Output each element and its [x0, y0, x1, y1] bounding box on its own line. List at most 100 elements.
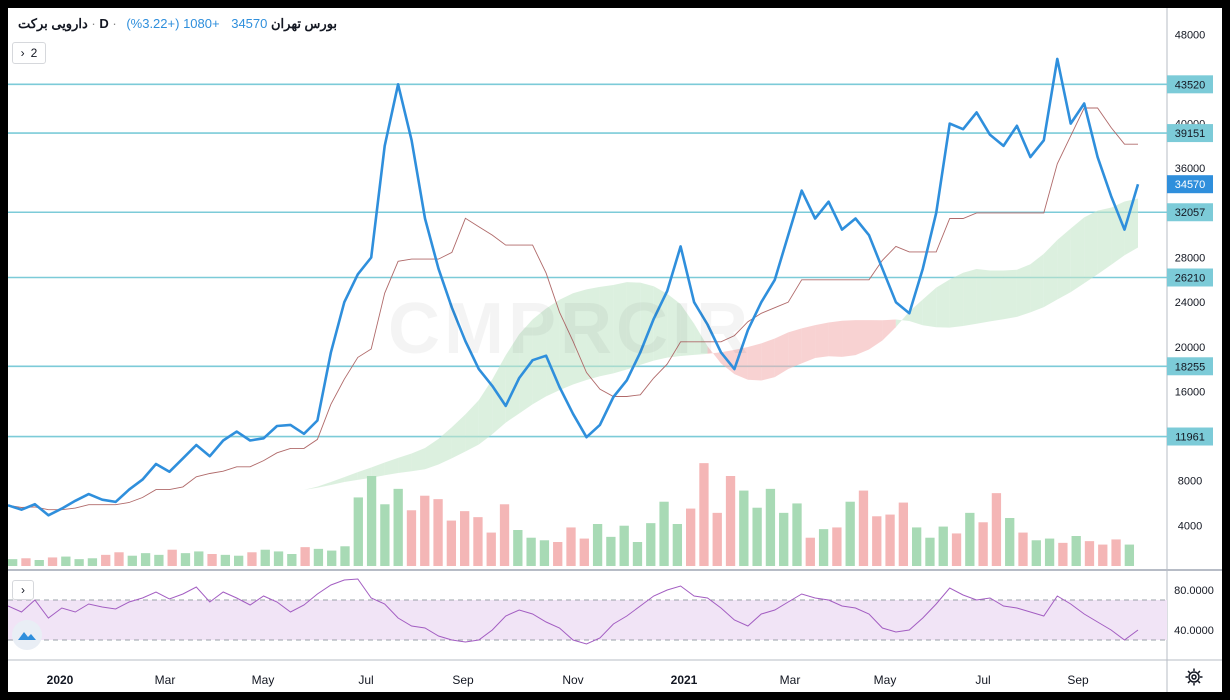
- price-axis-tick: 24000: [1175, 297, 1206, 309]
- volume-bar: [420, 495, 430, 566]
- time-axis-tick: 2021: [671, 673, 698, 687]
- volume-bar: [273, 551, 284, 566]
- volume-bar: [566, 527, 576, 566]
- symbol-name[interactable]: دارویی برکت: [18, 16, 88, 31]
- volume-bar: [752, 507, 762, 566]
- level-label-bg: [1167, 427, 1213, 446]
- price-change: +1080 (+3.22%): [126, 16, 220, 31]
- volume-bar: [1044, 538, 1055, 566]
- volume-bar: [951, 533, 962, 566]
- volume-bar: [260, 549, 270, 566]
- volume-bar: [87, 558, 98, 566]
- cloud-segment: [842, 320, 856, 357]
- volume-bar: [1058, 542, 1068, 566]
- cloud-segment: [1030, 253, 1044, 313]
- cloud-segment: [707, 346, 721, 364]
- volume-bar: [513, 530, 523, 566]
- volume-bar: [486, 532, 496, 566]
- cloud-segment: [895, 311, 910, 328]
- watermark: CMPRCIR: [388, 288, 752, 370]
- volume-bar: [991, 493, 1002, 566]
- time-axis-tick: May: [874, 673, 897, 687]
- last-price: 34570: [231, 16, 268, 31]
- volume-bar: [725, 476, 736, 566]
- volume-bar: [526, 537, 536, 566]
- price-axis-tick: 28000: [1175, 253, 1206, 265]
- time-axis-tick: Mar: [780, 673, 801, 687]
- cloud-segment: [694, 323, 708, 355]
- price-chart[interactable]: 4800040000360002800024000200001600080004…: [8, 8, 1222, 692]
- volume-bar: [938, 526, 948, 566]
- cloud-segment: [815, 322, 829, 358]
- volume-bar: [154, 554, 164, 566]
- time-axis-tick: Jul: [358, 673, 373, 687]
- volume-bar: [712, 512, 722, 566]
- volume-bar: [340, 546, 350, 566]
- level-label: 39151: [1175, 128, 1206, 140]
- cloud-segment: [586, 286, 600, 380]
- time-axis-tick: Mar: [155, 673, 176, 687]
- chart-panel[interactable]: 4800040000360002800024000200001600080004…: [8, 8, 1222, 692]
- cloud-segment: [344, 472, 358, 483]
- volume-bar: [473, 517, 483, 566]
- cloud-segment: [774, 332, 789, 378]
- volume-bar: [1031, 540, 1041, 566]
- cloud-segment: [868, 320, 883, 350]
- volume-bar: [380, 504, 390, 566]
- volume-bar: [792, 503, 802, 566]
- level-label: 26210: [1175, 272, 1206, 284]
- level-label: 11961: [1175, 432, 1205, 444]
- cloud-segment: [451, 414, 466, 459]
- volume-bar: [765, 488, 776, 566]
- volume-bar: [699, 463, 709, 566]
- chevron-right-icon: ›: [21, 583, 25, 597]
- volume-bar: [1111, 539, 1121, 566]
- interval-label[interactable]: D: [99, 16, 109, 31]
- cloud-segment: [398, 453, 412, 474]
- settings-gear-icon[interactable]: [1182, 665, 1206, 689]
- last-value-bg: [1167, 175, 1213, 194]
- cloud-segment: [1003, 269, 1017, 320]
- volume-bar: [194, 551, 204, 566]
- cloud-segment: [1043, 240, 1058, 308]
- collapse-indicators-button[interactable]: › 2: [12, 42, 46, 64]
- cloud-segment: [438, 427, 452, 465]
- kijun-line: [8, 107, 1138, 511]
- volume-bar: [140, 553, 151, 566]
- volume-bar: [686, 508, 696, 566]
- chevron-right-icon: ›: [20, 46, 25, 60]
- time-axis-tick: Jul: [975, 673, 990, 687]
- volume-bar: [313, 548, 324, 566]
- volume-bar: [393, 488, 403, 566]
- cloud-segment: [303, 486, 318, 490]
- volume-bar: [553, 542, 563, 566]
- time-axis-tick: Sep: [452, 673, 474, 687]
- volume-bar: [8, 559, 18, 566]
- cloud-segment: [653, 286, 668, 361]
- volume-bar: [74, 559, 84, 566]
- cloud-segment: [855, 320, 869, 356]
- volume-bar: [406, 510, 417, 566]
- volume-bar: [460, 511, 470, 566]
- cloud-segment: [573, 289, 587, 385]
- volume-bar: [885, 514, 895, 566]
- volume-bar: [499, 504, 510, 566]
- volume-bar: [180, 553, 191, 566]
- cloud-segment: [788, 328, 802, 369]
- logo-icon[interactable]: [12, 620, 42, 650]
- rsi-collapse-button[interactable]: ›: [12, 580, 34, 600]
- time-axis-tick: 2020: [47, 673, 74, 687]
- volume-bar: [832, 527, 842, 566]
- level-label: 18255: [1175, 361, 1206, 373]
- volume-bar: [965, 512, 975, 566]
- volume-bar: [858, 490, 869, 566]
- volume-bar: [114, 552, 124, 566]
- exchange-name: بورس تهران: [271, 16, 338, 31]
- cloud-segment: [976, 269, 991, 324]
- volume-bar: [127, 555, 137, 566]
- level-label-bg: [1167, 75, 1213, 94]
- level-label-bg: [1167, 268, 1213, 287]
- cloud-segment: [411, 448, 426, 472]
- level-label-bg: [1167, 357, 1213, 376]
- cloud-segment: [761, 338, 775, 381]
